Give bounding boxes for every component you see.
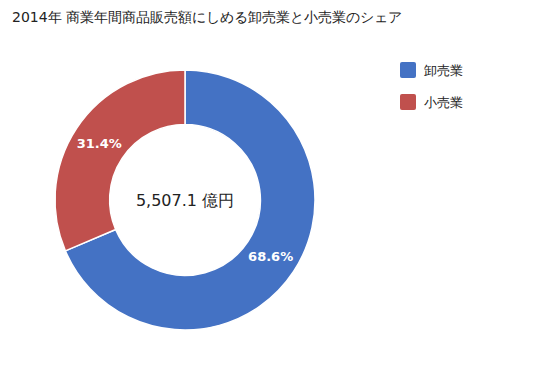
legend: 卸売業小売業 <box>400 62 463 110</box>
center-text: 5,507.1 億円 <box>136 191 234 210</box>
data-label: 68.6% <box>248 249 293 264</box>
legend-swatch <box>400 62 416 78</box>
data-label: 31.4% <box>77 136 122 151</box>
data-labels: 68.6% 31.4% <box>77 136 293 264</box>
chart: 2014年 商業年間商品販売額にしめる卸売業と小売業のシェア 68.6% 31.4%… <box>0 0 560 366</box>
legend-entry: 卸売業 <box>424 63 463 78</box>
slice <box>55 70 185 251</box>
legend-swatch <box>400 94 416 110</box>
slices <box>55 70 315 330</box>
legend-entry: 小売業 <box>424 95 463 110</box>
title: 2014年 商業年間商品販売額にしめる卸売業と小売業のシェア <box>12 9 402 25</box>
